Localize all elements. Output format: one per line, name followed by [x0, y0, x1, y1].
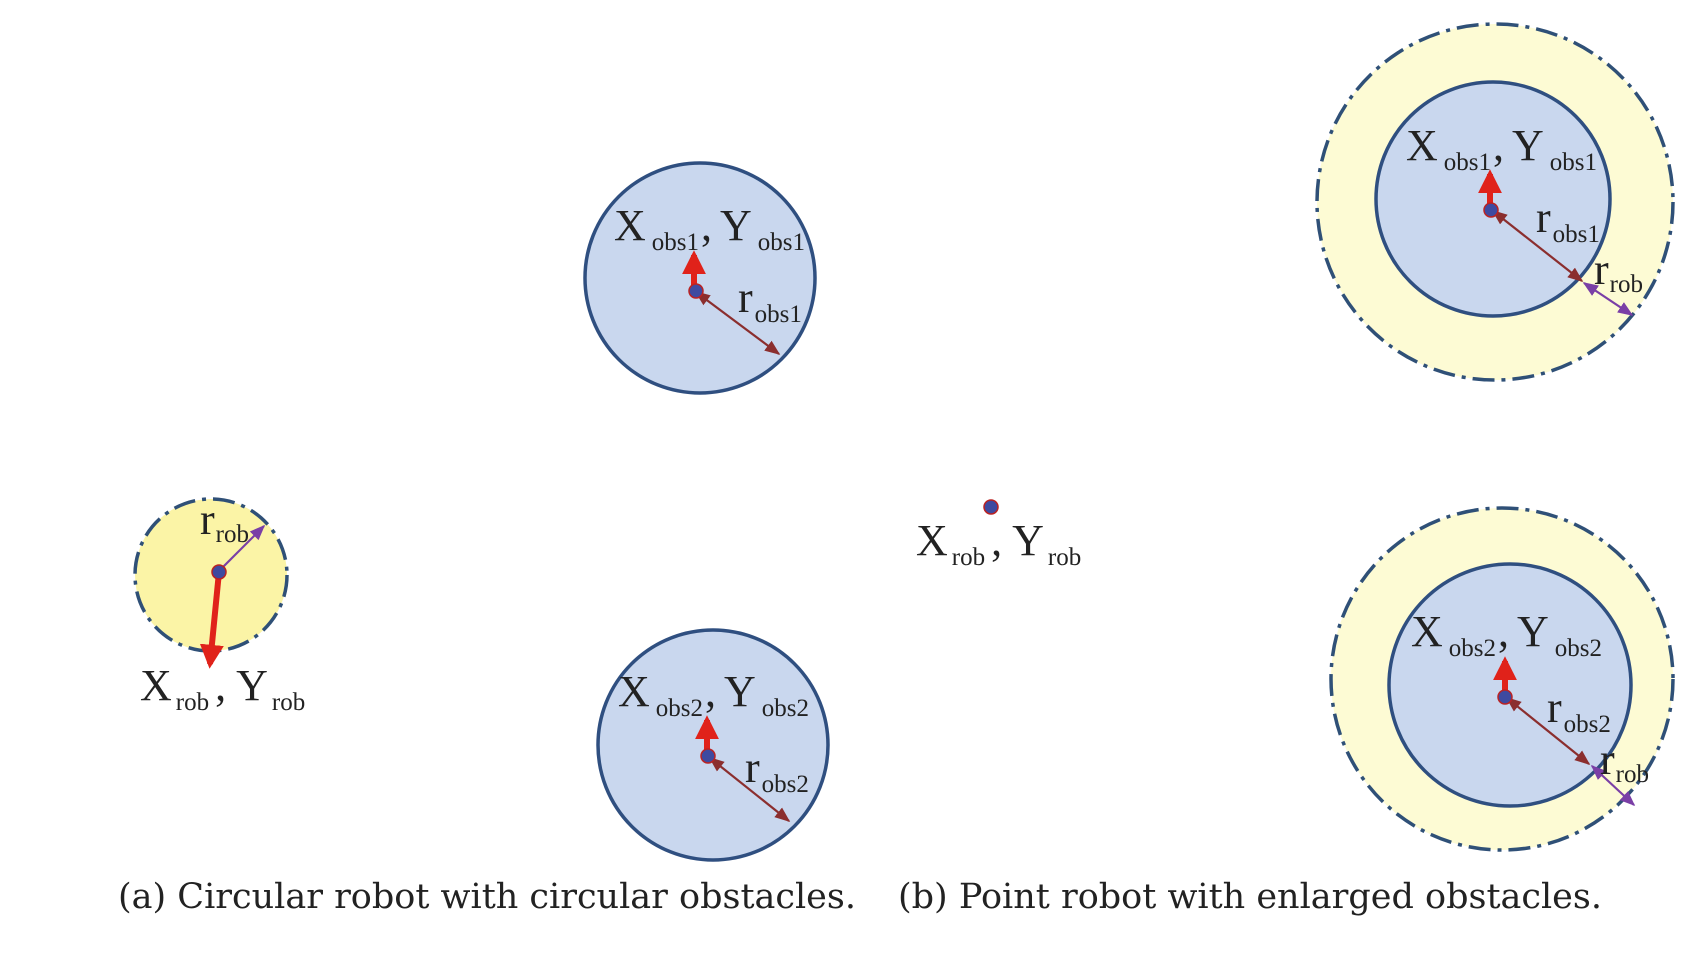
x-subscript: rob — [952, 544, 985, 571]
y-subscript: rob — [1048, 544, 1081, 571]
x-symbol: X — [916, 516, 948, 565]
robot-radius-label: rrob — [200, 495, 249, 548]
y-symbol: Y — [720, 201, 752, 250]
x-symbol: X — [140, 661, 172, 710]
enlarged-obstacle-2-radius-label: robs2 — [1547, 683, 1611, 738]
enlarged-obstacle-2-radius-arrow — [1505, 697, 1591, 765]
y-subscript: obs1 — [758, 229, 805, 256]
r-symbol: r — [738, 273, 753, 322]
enlarged-obstacle-1-radius-label: robs1 — [1536, 193, 1600, 248]
enlarged-obstacle-2-robot-radius-arrow — [1590, 764, 1636, 807]
r-subscript: rob — [1616, 761, 1649, 788]
caption-panel-a: (a) Circular robot with circular obstacl… — [118, 877, 856, 917]
r-subscript: rob — [216, 521, 249, 548]
point-robot-dot — [983, 499, 999, 515]
x-symbol: X — [1406, 121, 1438, 170]
obstacle-1-circle — [583, 161, 817, 395]
x-subscript: obs1 — [1444, 149, 1491, 176]
caption-panel-b: (b) Point robot with enlarged obstacles. — [898, 877, 1602, 917]
enlarged-obstacle-1-center-dot — [1483, 202, 1499, 218]
obstacle-2-radius-label: robs2 — [745, 743, 809, 798]
y-subscript: obs1 — [1550, 149, 1597, 176]
r-subscript: obs2 — [1564, 711, 1611, 738]
x-subscript: obs1 — [652, 229, 699, 256]
obstacle-1-radius-arrow — [694, 291, 781, 355]
y-subscript: obs2 — [762, 695, 809, 722]
robot-heading-arrow — [199, 571, 224, 669]
separator: , — [991, 516, 1002, 565]
obstacle-1-center-dot — [688, 283, 704, 299]
robot-center-dot — [211, 564, 227, 580]
y-subscript: rob — [272, 689, 305, 716]
r-subscript: obs1 — [755, 301, 802, 328]
r-subscript: obs2 — [762, 771, 809, 798]
x-symbol: X — [614, 201, 646, 250]
y-subscript: obs2 — [1555, 635, 1602, 662]
r-subscript: rob — [1610, 271, 1643, 298]
r-symbol: r — [1536, 193, 1551, 242]
x-subscript: obs2 — [656, 695, 703, 722]
enlarged-obstacle-1-radius-arrow — [1491, 210, 1584, 282]
x-symbol: X — [618, 667, 650, 716]
enlarged-obstacle-2-robot-radius-label: rrob — [1600, 735, 1649, 788]
y-symbol: Y — [724, 667, 756, 716]
separator: , — [1498, 607, 1509, 656]
enlarged-obstacle-2-center-dot — [1497, 689, 1513, 705]
separator: , — [705, 667, 716, 716]
r-symbol: r — [200, 495, 215, 544]
r-symbol: r — [1600, 735, 1615, 784]
separator: , — [701, 201, 712, 250]
y-symbol: Y — [1517, 607, 1549, 656]
y-symbol: Y — [1512, 121, 1544, 170]
x-symbol: X — [1411, 607, 1443, 656]
obstacle-2-center-dot — [700, 748, 716, 764]
r-symbol: r — [745, 743, 760, 792]
robot-circle — [133, 497, 289, 653]
obstacle-1-radius-label: robs1 — [738, 273, 802, 328]
enlarged-obstacle-1-robot-radius-arrow — [1582, 282, 1634, 316]
y-symbol: Y — [236, 661, 268, 710]
y-symbol: Y — [1012, 516, 1044, 565]
obstacle-2-radius-arrow — [708, 757, 791, 822]
r-symbol: r — [1547, 683, 1562, 732]
r-subscript: obs1 — [1553, 221, 1600, 248]
robot-radius-arrow — [219, 524, 266, 571]
separator: , — [215, 661, 226, 710]
x-subscript: rob — [176, 689, 209, 716]
x-subscript: obs2 — [1449, 635, 1496, 662]
obstacle-2-circle — [596, 628, 830, 862]
r-symbol: r — [1594, 245, 1609, 294]
separator: , — [1493, 121, 1504, 170]
enlarged-obstacle-1-robot-radius-label: rrob — [1594, 245, 1643, 298]
